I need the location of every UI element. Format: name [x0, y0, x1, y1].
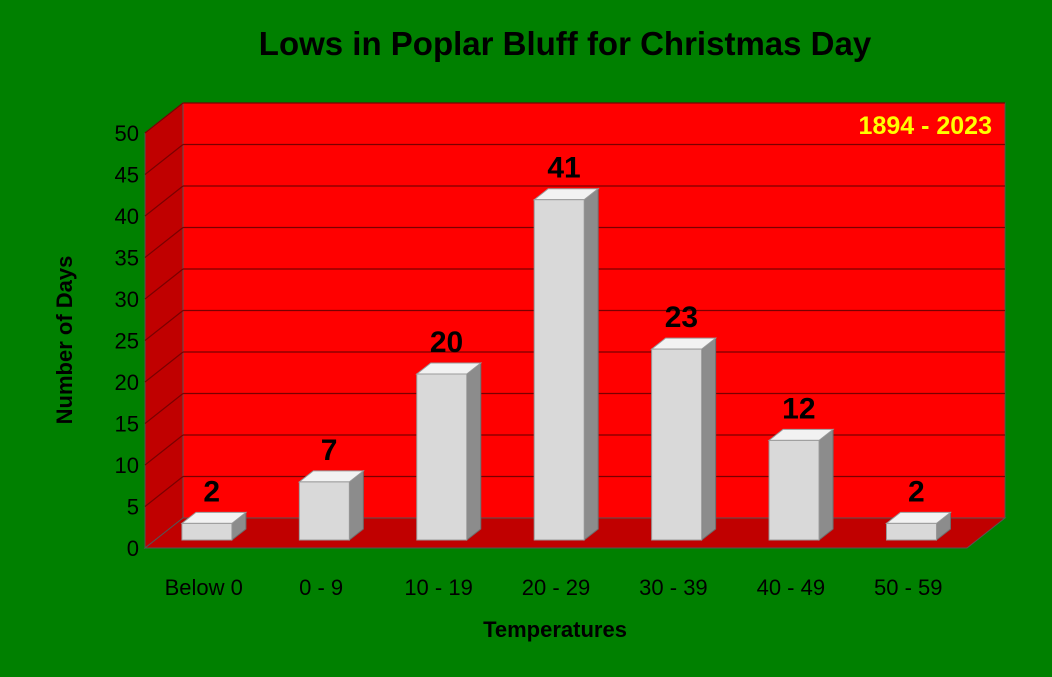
x-tick-label: Below 0: [165, 575, 243, 600]
bar-front: [651, 348, 703, 541]
bar-front: [298, 481, 350, 541]
gridline-side: [144, 268, 184, 300]
bar-front: [181, 522, 233, 541]
gridline-side: [144, 144, 184, 175]
gridline-side: [144, 185, 184, 217]
bar-side: [348, 469, 364, 542]
gridline-side: [144, 434, 184, 466]
y-axis-title: Number of Days: [52, 256, 77, 425]
data-label: 23: [665, 301, 698, 334]
gridline-side: [144, 476, 184, 507]
y-tick-label: 45: [115, 163, 139, 188]
x-tick-label: 40 - 49: [757, 575, 826, 600]
x-tick-label: 0 - 9: [299, 575, 343, 600]
data-label: 7: [321, 434, 338, 467]
bar-front: [533, 199, 585, 541]
y-tick-label: 20: [115, 370, 139, 395]
bar-front: [416, 373, 468, 541]
bar: [767, 428, 835, 542]
bar-front: [768, 439, 820, 541]
x-axis-title: Temperatures: [483, 617, 627, 642]
gridline-side: [144, 310, 184, 341]
x-tick-label: 20 - 29: [522, 575, 591, 600]
data-label: 2: [203, 475, 220, 508]
bar-front: [885, 522, 937, 541]
gridline-side: [144, 227, 184, 258]
chart-title: Lows in Poplar Bluff for Christmas Day: [259, 25, 872, 62]
y-tick-label: 40: [115, 204, 139, 229]
x-tick-label: 10 - 19: [404, 575, 473, 600]
gridline-side: [144, 102, 184, 134]
bar: [532, 187, 600, 542]
bars: [180, 187, 952, 542]
y-tick-label: 15: [115, 412, 139, 437]
bar: [650, 337, 718, 542]
data-label: 41: [547, 152, 580, 185]
bar: [885, 511, 952, 542]
bar: [180, 511, 248, 542]
bar-side: [466, 361, 482, 542]
data-label: 20: [430, 326, 463, 359]
y-tick-label: 5: [127, 495, 139, 520]
y-tick-label: 25: [115, 329, 139, 354]
bar-side: [583, 187, 599, 542]
y-tick-label: 30: [115, 287, 139, 312]
bar: [297, 469, 365, 542]
x-tick-label: 30 - 39: [639, 575, 708, 600]
y-tick-label: 50: [115, 121, 139, 146]
gridline-side: [144, 351, 184, 383]
bar-side: [701, 337, 717, 542]
bar: [415, 361, 483, 542]
y-tick-label: 0: [127, 536, 139, 561]
data-label: 2: [908, 475, 925, 508]
year-range-annotation: 1894 - 2023: [859, 112, 992, 140]
bar-side: [818, 428, 834, 542]
labels: 0 5 10 15 20 25 30 35 40 45 50 2 Below 0 7 0 - 9 20 10 -…: [115, 121, 943, 600]
y-tick-label: 10: [115, 453, 139, 478]
data-label: 12: [782, 392, 815, 425]
y-tick-label: 35: [115, 246, 139, 271]
gridline-side: [144, 393, 184, 424]
x-tick-label: 50 - 59: [874, 575, 943, 600]
